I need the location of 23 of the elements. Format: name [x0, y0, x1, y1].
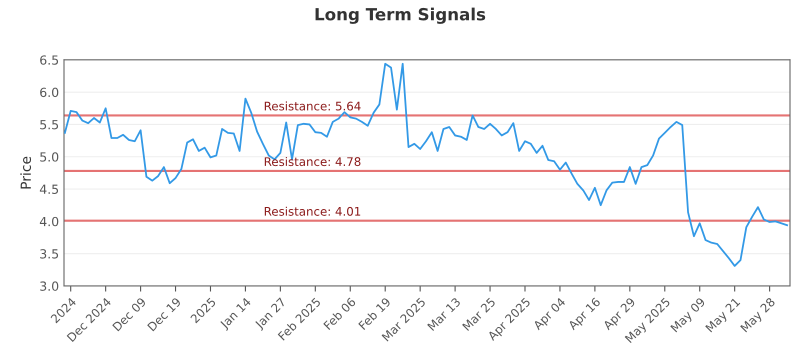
- x-tick-label: Dec 19: [147, 297, 182, 332]
- y-tick-label: 6.0: [40, 88, 58, 98]
- x-tick-label: Apr 04: [532, 296, 568, 332]
- line-series: [64, 62, 788, 267]
- y-tick-label: 4.5: [40, 184, 58, 194]
- y-tick-label: 3.0: [40, 281, 58, 291]
- y-tick-label: 5.0: [40, 152, 58, 162]
- x-tick-label: Mar 25: [462, 297, 496, 332]
- ref-line-label: Resistance: 4.78: [264, 156, 360, 166]
- chart-title: Long Term Signals: [316, 8, 486, 24]
- x-tick-label: Jan 14: [219, 297, 253, 331]
- x-tick-label: Feb 06: [323, 296, 356, 330]
- ref-line-label: Resistance: 5.64: [264, 101, 361, 111]
- y-axis-title: Price: [20, 156, 32, 188]
- x-tick-label: Feb 19: [358, 296, 392, 330]
- x-tick-label: Mar 13: [427, 297, 461, 332]
- y-tick-label: 4.0: [40, 216, 58, 226]
- y-tick-label: 6.5: [40, 55, 58, 65]
- y-tick-label: 5.5: [40, 120, 58, 130]
- ref-line-label: Resistance: 4.01: [264, 206, 360, 216]
- x-tick-label: Dec 09: [112, 297, 146, 332]
- x-tick-label: Apr 16: [567, 297, 602, 332]
- y-tick-label: 3.5: [40, 249, 58, 259]
